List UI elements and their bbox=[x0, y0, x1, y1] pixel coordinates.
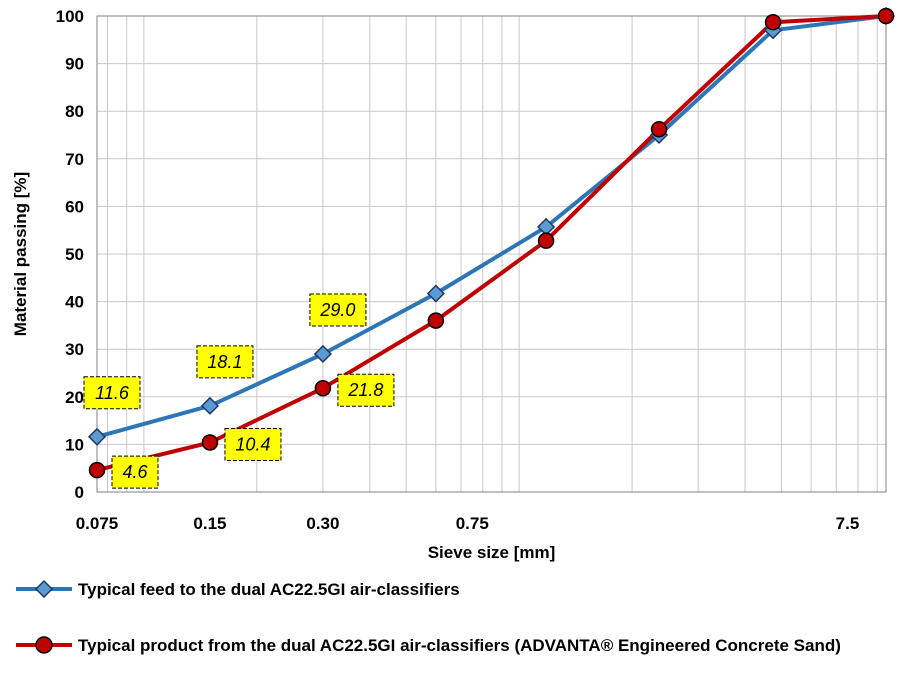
legend-item-feed: Typical feed to the dual AC22.5GI air-cl… bbox=[14, 578, 894, 601]
data-label: 21.8 bbox=[337, 373, 395, 407]
series-1-point bbox=[537, 232, 555, 249]
x-tick-label: 0.75 bbox=[456, 514, 489, 533]
data-label: 11.6 bbox=[83, 376, 141, 410]
series-1-point bbox=[201, 434, 219, 451]
series-line-0 bbox=[96, 14, 887, 439]
y-tick-label: 70 bbox=[65, 150, 84, 169]
y-tick-label: 0 bbox=[75, 483, 84, 502]
y-tick-label: 30 bbox=[65, 340, 84, 359]
data-label-box bbox=[196, 345, 254, 379]
data-label: 10.4 bbox=[224, 427, 282, 461]
series-lines bbox=[96, 14, 887, 473]
legend-swatch-feed bbox=[14, 578, 74, 600]
data-label-value: 18.1 bbox=[207, 352, 242, 372]
series-1-point bbox=[314, 379, 332, 397]
data-label-box bbox=[337, 373, 395, 407]
chart: 0 10 20 30 40 50 60 70 80 90 100 0.075 0.15 0.30 0.75… bbox=[11, 6, 896, 562]
y-tick-label: 100 bbox=[56, 7, 84, 26]
data-label: 18.1 bbox=[196, 345, 254, 379]
series-0-point bbox=[426, 284, 445, 303]
y-tick-label: 20 bbox=[65, 388, 84, 407]
data-label-box bbox=[83, 376, 141, 410]
series-1-point bbox=[88, 461, 106, 479]
data-label-value: 29.0 bbox=[319, 300, 355, 320]
data-label-value: 21.8 bbox=[347, 380, 383, 400]
y-tick-label: 80 bbox=[65, 102, 84, 121]
data-label: 4.6 bbox=[111, 455, 159, 489]
series-1-point bbox=[877, 7, 895, 25]
y-tick-label: 60 bbox=[65, 197, 84, 216]
legend-swatch-product bbox=[14, 634, 74, 656]
data-label-box bbox=[111, 455, 159, 489]
y-tick-label: 40 bbox=[65, 293, 84, 312]
legend-label-feed: Typical feed to the dual AC22.5GI air-cl… bbox=[78, 580, 460, 599]
y-tick-label: 50 bbox=[65, 245, 84, 264]
data-label-value: 11.6 bbox=[95, 383, 130, 403]
data-label-value: 10.4 bbox=[235, 434, 270, 454]
data-labels: 11.6 18.1 29.0 4.6 10.4 21.8 bbox=[83, 293, 395, 489]
series-0-point bbox=[313, 344, 332, 364]
series-0-point bbox=[200, 396, 220, 415]
data-label: 29.0 bbox=[309, 293, 367, 327]
data-label-box bbox=[309, 293, 367, 327]
y-tick-label: 90 bbox=[65, 55, 84, 74]
x-axis-tick-labels: 0.075 0.15 0.30 0.75 7.5 bbox=[76, 514, 860, 533]
y-axis-title: Material passing [%] bbox=[11, 172, 30, 336]
x-tick-label: 7.5 bbox=[836, 514, 860, 533]
series-markers bbox=[87, 6, 896, 479]
y-tick-label: 10 bbox=[65, 435, 84, 454]
x-axis-title: Sieve size [mm] bbox=[428, 543, 556, 562]
series-0-point bbox=[87, 427, 107, 446]
series-1-point bbox=[427, 312, 445, 329]
data-label-box bbox=[224, 427, 282, 461]
gridlines bbox=[97, 15, 886, 493]
y-axis-tick-labels: 0 10 20 30 40 50 60 70 80 90 100 bbox=[56, 7, 84, 502]
x-tick-label: 0.30 bbox=[306, 514, 339, 533]
data-label-value: 4.6 bbox=[122, 462, 148, 482]
legend-item-product: Typical product from the dual AC22.5GI a… bbox=[14, 634, 894, 657]
x-tick-label: 0.15 bbox=[193, 514, 226, 533]
series-1-point bbox=[764, 13, 782, 31]
series-1-point bbox=[650, 121, 668, 138]
x-tick-label: 0.075 bbox=[76, 514, 119, 533]
plot-area bbox=[96, 15, 887, 493]
legend-label-product: Typical product from the dual AC22.5GI a… bbox=[78, 636, 841, 655]
